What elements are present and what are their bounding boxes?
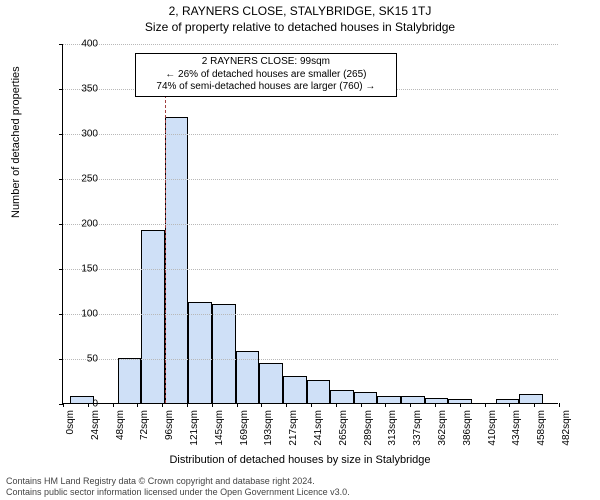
y-tick-label: 350 — [58, 84, 98, 95]
x-tick-label: 362sqm — [437, 410, 448, 446]
y-tick-label: 250 — [58, 174, 98, 185]
histogram-bar — [283, 376, 307, 403]
x-tick-mark — [113, 403, 114, 407]
x-tick-label: 434sqm — [511, 410, 522, 446]
x-tick-mark — [460, 403, 461, 407]
x-tick-label: 482sqm — [561, 410, 572, 446]
x-tick-label: 96sqm — [164, 410, 175, 440]
attribution-line-1: Contains HM Land Registry data © Crown c… — [6, 476, 594, 487]
histogram-bar — [496, 399, 520, 404]
gridline-h — [63, 359, 558, 360]
x-tick-label: 289sqm — [363, 410, 374, 446]
x-axis-label: Distribution of detached houses by size … — [0, 454, 600, 466]
histogram-bar — [141, 230, 165, 403]
x-tick-mark — [410, 403, 411, 407]
x-tick-label: 121sqm — [189, 410, 200, 446]
x-tick-mark — [162, 403, 163, 407]
y-tick-label: 150 — [58, 264, 98, 275]
x-tick-label: 193sqm — [263, 410, 274, 446]
gridline-h — [63, 179, 558, 180]
x-tick-mark — [237, 403, 238, 407]
gridline-h — [63, 44, 558, 45]
x-tick-mark — [137, 403, 138, 407]
x-tick-mark — [559, 403, 560, 407]
x-tick-mark — [336, 403, 337, 407]
x-tick-mark — [534, 403, 535, 407]
x-tick-mark — [311, 403, 312, 407]
x-tick-label: 458sqm — [536, 410, 547, 446]
x-tick-mark — [435, 403, 436, 407]
y-axis-label: Number of detached properties — [10, 66, 22, 218]
x-tick-label: 145sqm — [214, 410, 225, 446]
histogram-bar — [519, 394, 543, 403]
histogram-bar — [307, 380, 331, 403]
x-tick-label: 0sqm — [65, 410, 76, 434]
histogram-bar — [165, 117, 189, 403]
y-tick-label: 200 — [58, 219, 98, 230]
histogram-bar — [354, 392, 378, 403]
histogram-bar — [118, 358, 142, 403]
x-tick-mark — [261, 403, 262, 407]
y-tick-label: 0 — [58, 399, 98, 410]
annotation-line-1: 2 RAYNERS CLOSE: 99sqm — [138, 56, 394, 69]
x-tick-label: 72sqm — [139, 410, 150, 440]
x-tick-mark — [485, 403, 486, 407]
y-tick-label: 100 — [58, 309, 98, 320]
attribution: Contains HM Land Registry data © Crown c… — [6, 476, 594, 498]
x-tick-label: 241sqm — [313, 410, 324, 446]
gridline-h — [63, 269, 558, 270]
x-tick-label: 410sqm — [487, 410, 498, 446]
histogram-bar — [330, 390, 354, 404]
histogram-bar — [188, 302, 212, 403]
x-tick-label: 169sqm — [239, 410, 250, 446]
annotation-box: 2 RAYNERS CLOSE: 99sqm← 26% of detached … — [135, 53, 397, 97]
reference-line — [165, 75, 166, 403]
annotation-line-2: ← 26% of detached houses are smaller (26… — [138, 69, 394, 82]
x-tick-label: 217sqm — [288, 410, 299, 446]
gridline-h — [63, 314, 558, 315]
chart-plot-area: 2 RAYNERS CLOSE: 99sqm← 26% of detached … — [62, 44, 558, 404]
histogram-bar — [401, 396, 425, 403]
address-line: 2, RAYNERS CLOSE, STALYBRIDGE, SK15 1TJ — [0, 4, 600, 18]
x-tick-label: 313sqm — [387, 410, 398, 446]
gridline-h — [63, 134, 558, 135]
x-tick-label: 265sqm — [338, 410, 349, 446]
x-tick-label: 24sqm — [90, 410, 101, 440]
y-tick-label: 400 — [58, 39, 98, 50]
x-tick-label: 48sqm — [115, 410, 126, 440]
x-tick-mark — [385, 403, 386, 407]
x-tick-mark — [509, 403, 510, 407]
x-tick-mark — [361, 403, 362, 407]
y-tick-label: 50 — [58, 354, 98, 365]
histogram-bar — [212, 304, 236, 403]
annotation-line-3: 74% of semi-detached houses are larger (… — [138, 81, 394, 94]
histogram-bar — [425, 398, 449, 403]
x-tick-label: 386sqm — [462, 410, 473, 446]
histogram-bar — [259, 363, 283, 403]
x-tick-mark — [187, 403, 188, 407]
gridline-h — [63, 224, 558, 225]
x-tick-mark — [286, 403, 287, 407]
y-tick-label: 300 — [58, 129, 98, 140]
x-tick-label: 337sqm — [412, 410, 423, 446]
histogram-bar — [377, 396, 401, 403]
attribution-line-2: Contains public sector information licen… — [6, 487, 594, 498]
chart-title: Size of property relative to detached ho… — [0, 20, 600, 34]
x-tick-mark — [212, 403, 213, 407]
